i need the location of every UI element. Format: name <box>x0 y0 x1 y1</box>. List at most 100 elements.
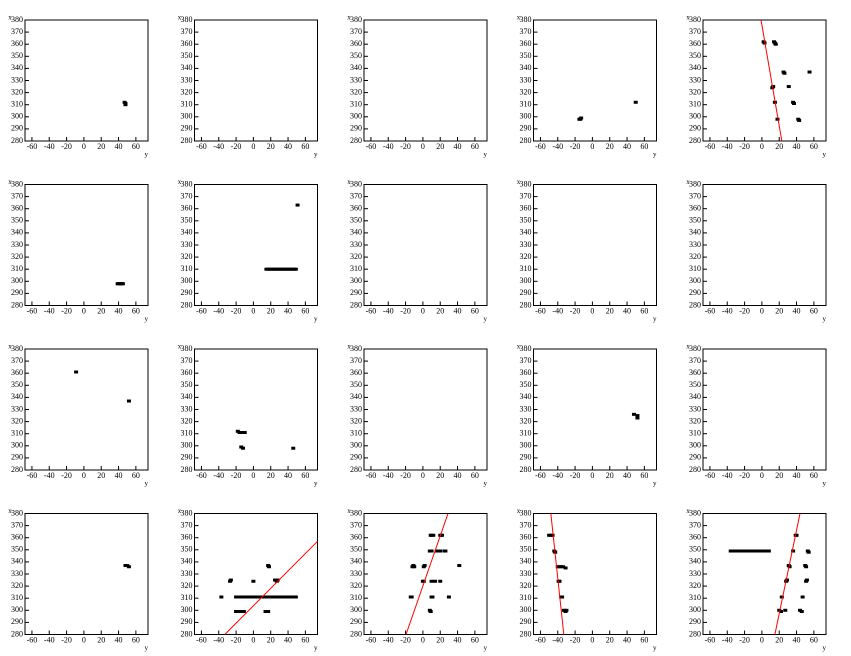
x-tick-label: -60 <box>535 142 546 151</box>
point <box>252 595 257 599</box>
point <box>743 549 748 553</box>
y-axis-title: x <box>8 507 12 515</box>
y-tick-label: 330 <box>520 75 532 84</box>
x-tick-label: 0 <box>590 635 594 644</box>
x-tick-label: 0 <box>421 306 425 315</box>
point <box>266 610 271 614</box>
panel: -60 -40 -20 0 20 40 60 280 290 300 310 320 330 340 350… <box>178 507 318 652</box>
point <box>267 595 272 599</box>
y-tick-label: 300 <box>181 112 193 121</box>
x-tick-label: -60 <box>535 471 546 480</box>
y-tick-label: 380 <box>689 15 701 24</box>
plot-frame <box>533 348 657 471</box>
x-axis-title: y <box>823 644 827 652</box>
x-tick-label: 0 <box>760 306 764 315</box>
y-tick-label: 290 <box>181 617 193 626</box>
x-tick-label: -20 <box>61 142 72 151</box>
fit-line <box>774 513 801 635</box>
x-tick-label: 60 <box>471 471 479 480</box>
point <box>244 595 249 599</box>
y-tick-label: 320 <box>689 581 701 590</box>
y-tick-label: 340 <box>520 557 532 566</box>
y-tick-label: 280 <box>181 300 193 309</box>
x-tick-label: -60 <box>196 471 207 480</box>
y-tick-label: 350 <box>689 216 701 225</box>
point <box>557 579 562 583</box>
point <box>438 579 443 583</box>
y-tick-label: 310 <box>181 100 193 109</box>
y-tick-label: 330 <box>689 404 701 413</box>
x-tick-label: 20 <box>436 471 444 480</box>
x-axis-title: y <box>653 315 657 323</box>
point <box>433 579 438 583</box>
y-tick-label: 330 <box>11 75 23 84</box>
panel: -60 -40 -20 0 20 40 60 280 290 300 310 320 330 340 350… <box>8 507 149 652</box>
y-tick-label: 340 <box>11 228 23 237</box>
y-tick-label: 310 <box>11 593 23 602</box>
point <box>120 282 125 286</box>
x-tick-label: 0 <box>82 635 86 644</box>
y-tick-label: 380 <box>11 179 23 188</box>
y-tick-label: 360 <box>181 204 193 213</box>
point <box>422 564 427 568</box>
y-tick-label: 350 <box>181 216 193 225</box>
y-tick-label: 360 <box>11 368 23 377</box>
y-tick-label: 380 <box>350 344 362 353</box>
x-tick-label: -20 <box>570 142 581 151</box>
y-tick-label: 280 <box>11 629 23 638</box>
x-tick-label: -40 <box>383 306 394 315</box>
y-tick-label: 360 <box>520 204 532 213</box>
point <box>275 578 280 582</box>
y-tick-label: 290 <box>689 288 701 297</box>
y-tick-label: 280 <box>350 136 362 145</box>
y-tick-label: 320 <box>520 581 532 590</box>
y-tick-label: 370 <box>11 27 23 36</box>
y-tick-label: 330 <box>520 240 532 249</box>
point <box>219 595 224 599</box>
x-tick-label: 60 <box>810 471 818 480</box>
point <box>428 610 433 614</box>
x-tick-label: 60 <box>301 635 309 644</box>
point <box>262 595 267 599</box>
y-tick-label: 280 <box>689 300 701 309</box>
point <box>291 446 296 450</box>
point <box>733 549 738 553</box>
y-tick-label: 350 <box>520 545 532 554</box>
y-tick-label: 380 <box>689 179 701 188</box>
x-tick-label: -60 <box>366 471 377 480</box>
y-axis-title: x <box>686 14 690 22</box>
point <box>263 610 268 614</box>
plot-frame <box>194 513 318 635</box>
y-tick-label: 320 <box>520 252 532 261</box>
plot-frame <box>363 184 488 306</box>
panel: -60 -40 -20 0 20 40 60 280 290 300 310 320 330 340 350… <box>517 178 657 323</box>
x-tick-label: 60 <box>301 142 309 151</box>
point <box>270 595 275 599</box>
y-tick-label: 320 <box>181 87 193 96</box>
y-tick-label: 370 <box>350 356 362 365</box>
plot-frame <box>24 513 149 635</box>
x-tick-label: -40 <box>722 635 733 644</box>
point <box>746 549 751 553</box>
x-tick-label: 20 <box>606 471 614 480</box>
y-tick-label: 300 <box>520 605 532 614</box>
x-tick-label: 60 <box>301 471 309 480</box>
y-tick-label: 320 <box>350 252 362 261</box>
y-tick-label: 350 <box>11 380 23 389</box>
x-axis-title: y <box>653 480 657 488</box>
y-tick-label: 340 <box>520 392 532 401</box>
point <box>563 566 568 570</box>
y-tick-label: 330 <box>11 240 23 249</box>
plot-frame <box>363 19 488 142</box>
point <box>241 610 246 614</box>
panel: -60 -40 -20 0 20 40 60 280 290 300 310 320 330 340 350… <box>8 178 149 323</box>
panel: -60 -40 -20 0 20 40 60 280 290 300 310 320 330 340 350… <box>178 343 318 488</box>
x-tick-label: 60 <box>471 306 479 315</box>
y-tick-label: 380 <box>11 508 23 517</box>
fit-line <box>760 20 783 141</box>
y-tick-label: 280 <box>11 136 23 145</box>
y-tick-label: 340 <box>181 392 193 401</box>
y-tick-label: 280 <box>520 300 532 309</box>
point <box>748 549 753 553</box>
